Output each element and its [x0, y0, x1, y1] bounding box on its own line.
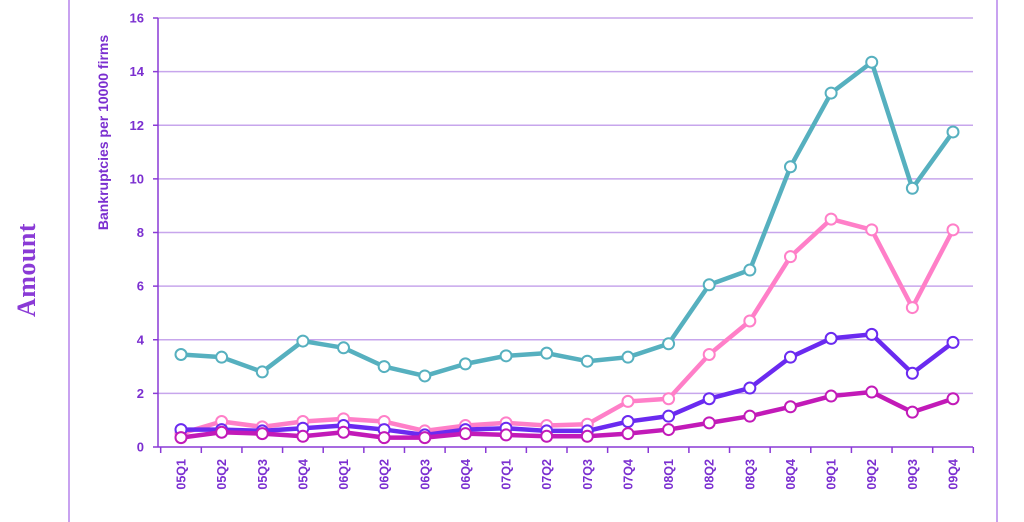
series-line — [178, 389, 956, 440]
data-point — [662, 409, 676, 423]
data-point — [296, 334, 310, 348]
x-tick-label: 07Q4 — [621, 459, 635, 490]
x-tick-label: 09Q1 — [825, 459, 839, 490]
x-tick-label: 09Q3 — [906, 459, 920, 490]
data-point — [337, 341, 351, 355]
data-point — [905, 301, 919, 315]
y-tick-label: 6 — [137, 279, 144, 294]
data-point — [743, 409, 757, 423]
x-tick-label: 08Q3 — [743, 459, 757, 490]
x-tick-label: 06Q4 — [459, 459, 473, 490]
data-point — [662, 392, 676, 406]
y-tick-label: 10 — [130, 171, 144, 186]
y-axis-title: Bankruptcies per 10000 firms — [95, 35, 111, 231]
x-tick-label: 07Q1 — [500, 459, 514, 490]
data-point — [458, 357, 472, 371]
series-line — [178, 59, 956, 379]
data-point — [702, 347, 716, 361]
data-point — [946, 223, 960, 237]
data-point — [783, 350, 797, 364]
data-point — [418, 369, 432, 383]
data-point — [824, 212, 838, 226]
data-point — [337, 425, 351, 439]
data-point — [702, 278, 716, 292]
data-point — [662, 423, 676, 437]
y-tick-label: 4 — [137, 332, 145, 347]
x-tick-label: 08Q1 — [662, 459, 676, 490]
x-tick-label: 06Q3 — [418, 459, 432, 490]
x-tick-label: 06Q1 — [337, 459, 351, 490]
data-point — [824, 331, 838, 345]
data-point — [174, 431, 188, 445]
series-line — [178, 332, 956, 438]
data-point — [621, 350, 635, 364]
data-point — [621, 427, 635, 441]
x-tick-label: 05Q2 — [215, 459, 229, 490]
y-tick-label: 12 — [130, 118, 144, 133]
data-point — [865, 385, 879, 399]
data-point — [946, 335, 960, 349]
x-tick-label: 06Q2 — [378, 459, 392, 490]
x-tick-label: 05Q4 — [296, 459, 310, 490]
data-point — [905, 366, 919, 380]
chart-frame — [68, 0, 998, 522]
y-tick-label: 8 — [137, 225, 144, 240]
data-point — [296, 429, 310, 443]
data-point — [174, 347, 188, 361]
data-point — [418, 431, 432, 445]
x-tick-label: 09Q4 — [947, 459, 961, 490]
data-point — [743, 263, 757, 277]
data-point — [702, 416, 716, 430]
y-tick-label: 0 — [137, 440, 144, 455]
x-tick-label: 07Q2 — [540, 459, 554, 490]
data-point — [580, 429, 594, 443]
data-point — [215, 350, 229, 364]
data-point — [621, 415, 635, 429]
x-tick-label: 08Q2 — [703, 459, 717, 490]
data-point — [377, 431, 391, 445]
data-point — [946, 392, 960, 406]
data-point — [905, 405, 919, 419]
x-tick-label: 07Q3 — [581, 459, 595, 490]
data-point — [499, 428, 513, 442]
data-point — [865, 55, 879, 69]
data-point — [905, 181, 919, 195]
data-point — [662, 337, 676, 351]
y-tick-label: 2 — [137, 386, 144, 401]
data-point — [621, 394, 635, 408]
x-tick-label: 09Q2 — [865, 459, 879, 490]
data-point — [255, 427, 269, 441]
data-point — [458, 427, 472, 441]
data-point — [499, 349, 513, 363]
x-tick-label: 05Q1 — [175, 459, 189, 490]
x-tick-label: 08Q4 — [784, 459, 798, 490]
data-point — [215, 425, 229, 439]
y-tick-label: 16 — [130, 11, 144, 26]
data-point — [580, 354, 594, 368]
data-point — [783, 160, 797, 174]
data-point — [255, 365, 269, 379]
x-tick-label: 05Q3 — [256, 459, 270, 490]
data-point — [743, 314, 757, 328]
data-point — [377, 360, 391, 374]
data-point — [865, 327, 879, 341]
data-point — [540, 429, 554, 443]
data-point — [702, 392, 716, 406]
y-tick-label: 14 — [130, 64, 145, 79]
series-line — [178, 216, 956, 436]
data-point — [540, 346, 554, 360]
data-point — [743, 381, 757, 395]
data-point — [865, 223, 879, 237]
data-point — [946, 125, 960, 139]
data-point — [783, 250, 797, 264]
data-point — [824, 86, 838, 100]
data-point — [783, 400, 797, 414]
data-point — [824, 389, 838, 403]
